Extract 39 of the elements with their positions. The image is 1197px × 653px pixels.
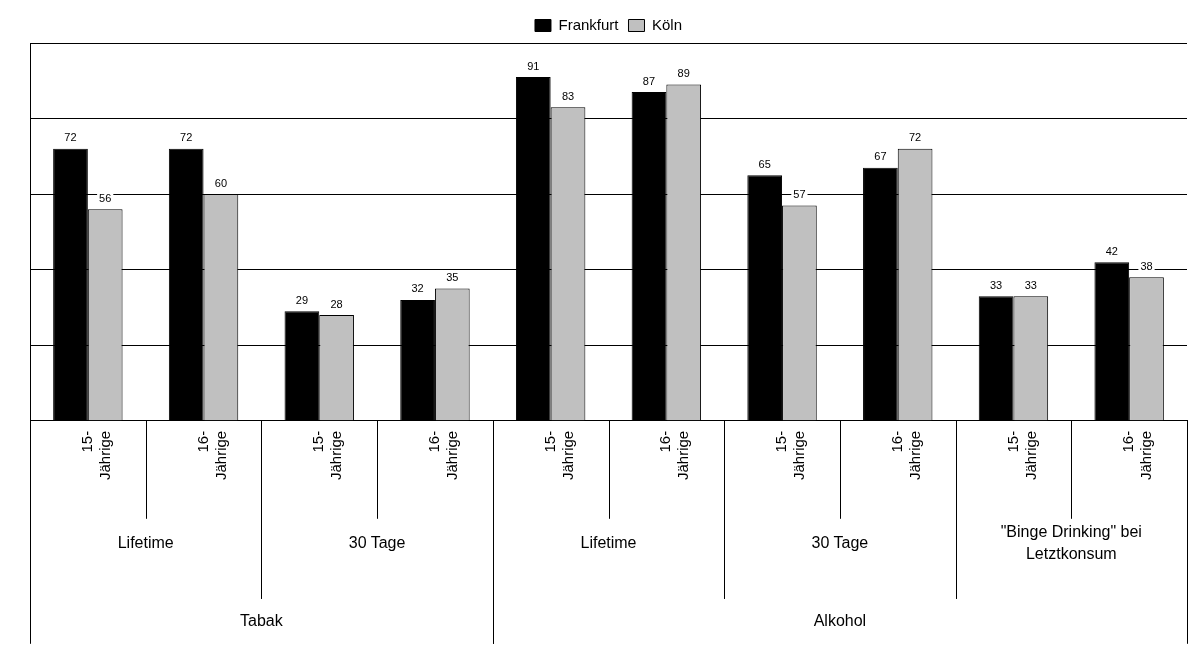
data-label: 83 [561,89,575,102]
text: Tabak [240,611,284,629]
data-label: 67 [874,150,887,163]
x-tick-label: 15- Jährige [309,430,345,481]
x-tick-label: 15- Jährige [1003,430,1039,481]
text: 30 Tage [348,534,406,552]
data-label: 28 [330,297,343,310]
text: Lifetime [117,534,174,552]
data-label: 91 [527,59,540,72]
data-label: 72 [908,131,922,144]
data-label: 29 [295,293,309,306]
data-label: 33 [1024,278,1037,291]
x-tick-label: 16- Jährige [656,430,692,481]
x-tick-label: 16- Jährige [887,430,923,481]
x-tick-label: 16- Jährige [193,430,229,481]
data-label: 38 [1140,259,1153,272]
text: Lifetime [580,534,637,552]
text: 30 Tage [811,534,869,552]
legend-label: Köln [652,15,683,33]
x-tick-label: 16- Jährige [1119,430,1155,481]
data-label: 32 [411,282,424,295]
data-label: 87 [642,74,656,87]
x-tick-label: 15- Jährige [540,430,576,481]
data-label: 42 [1105,244,1118,257]
data-label: 56 [99,191,112,204]
text: "Binge Drinking" bei Letztkonsum [1000,523,1142,563]
data-label: 72 [180,131,193,144]
data-label: 60 [214,176,228,189]
data-label: 35 [446,271,459,284]
x-tick-label: 16- Jährige [425,430,461,481]
data-label: 72 [64,131,77,144]
data-label: 57 [793,187,806,200]
text: Alkohol [813,611,867,629]
x-tick-label: 15- Jährige [772,430,808,481]
data-label: 33 [989,278,1003,291]
data-label: 65 [758,157,771,170]
data-label: 89 [677,67,690,80]
legend-label: Frankfurt [558,15,620,33]
x-tick-label: 15- Jährige [77,430,113,481]
